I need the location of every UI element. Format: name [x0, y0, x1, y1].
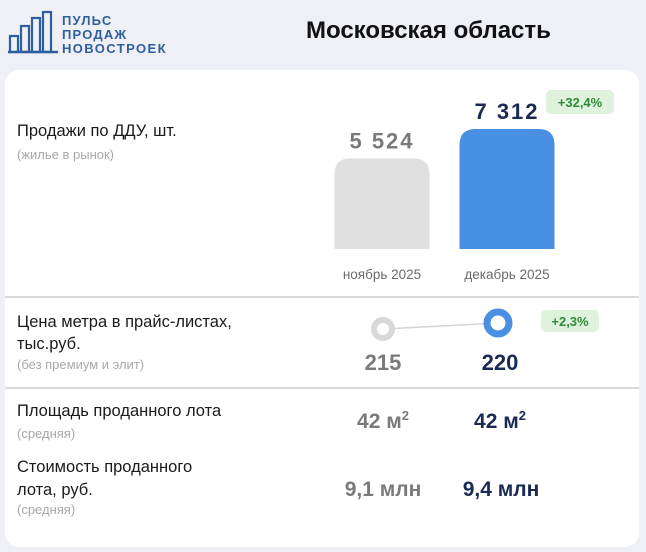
price-label-line2: тыс.руб.	[17, 335, 81, 353]
divider-2	[5, 387, 639, 389]
area-old-value: 42 м2	[338, 408, 428, 434]
sales-change-badge-bg	[546, 90, 614, 114]
price-connector-line	[383, 322, 499, 330]
bar-2	[459, 129, 555, 249]
logo-icon	[8, 10, 58, 54]
logo-text-line2: ПРОДАЖ	[62, 27, 128, 42]
bar-1	[334, 158, 430, 249]
cost-new-value: 9,4 млн	[462, 478, 540, 501]
cost-sublabel: (средняя)	[17, 502, 76, 517]
cost-label-line2: лота, руб.	[17, 481, 93, 499]
price-new-marker	[483, 308, 513, 338]
price-sublabel: (без премиум и элит)	[17, 357, 145, 372]
stats-card: Продажи по ДДУ, шт. (жилье в рынок) 5 52…	[5, 70, 639, 547]
area-old-number: 42 м	[357, 410, 402, 433]
price-new-value: 220	[481, 350, 519, 375]
bar-value-label-2: 7 312	[474, 99, 539, 124]
divider-1	[5, 296, 639, 298]
bar-category-label-2: декабрь 2025	[464, 267, 549, 282]
sales-bar-chart: 5 524 ноябрь 2025 7 312 декабрь 2025 +32,4%	[334, 90, 614, 282]
area-old-unit-sup: 2	[401, 408, 409, 423]
header: ПУЛЬС ПРОДАЖ НОВОСТРОЕК Московская облас…	[0, 0, 646, 70]
sales-sublabel: (жилье в рынок)	[17, 147, 115, 162]
sales-label: Продажи по ДДУ, шт.	[17, 122, 177, 140]
cost-label-line1: Стоимость проданного	[17, 458, 193, 476]
cost-old-value: 9,1 млн	[344, 478, 422, 501]
price-label-line1: Цена метра в прайс-листах,	[17, 313, 232, 331]
area-label: Площадь проданного лота	[17, 402, 222, 420]
logo-text-line1: ПУЛЬС	[62, 13, 113, 28]
price-old-value: 215	[364, 350, 402, 375]
area-sublabel: (средняя)	[17, 426, 76, 441]
area-new-unit-sup: 2	[518, 408, 526, 423]
price-change-badge: +2,3%	[551, 314, 589, 329]
sales-change-badge: +32,4%	[558, 95, 603, 110]
price-old-marker	[371, 317, 395, 341]
region-title: Московская область	[306, 17, 551, 44]
logo-text-line3: НОВОСТРОЕК	[62, 41, 167, 56]
area-new-value: 42 м2	[455, 408, 545, 434]
bar-category-label-1: ноябрь 2025	[343, 267, 421, 282]
logo: ПУЛЬС ПРОДАЖ НОВОСТРОЕК	[8, 10, 178, 56]
bar-value-label-1: 5 524	[349, 128, 414, 153]
price-indicator: +2,3%	[371, 308, 599, 341]
area-new-number: 42 м	[474, 410, 519, 433]
price-change-badge-bg	[541, 310, 599, 332]
